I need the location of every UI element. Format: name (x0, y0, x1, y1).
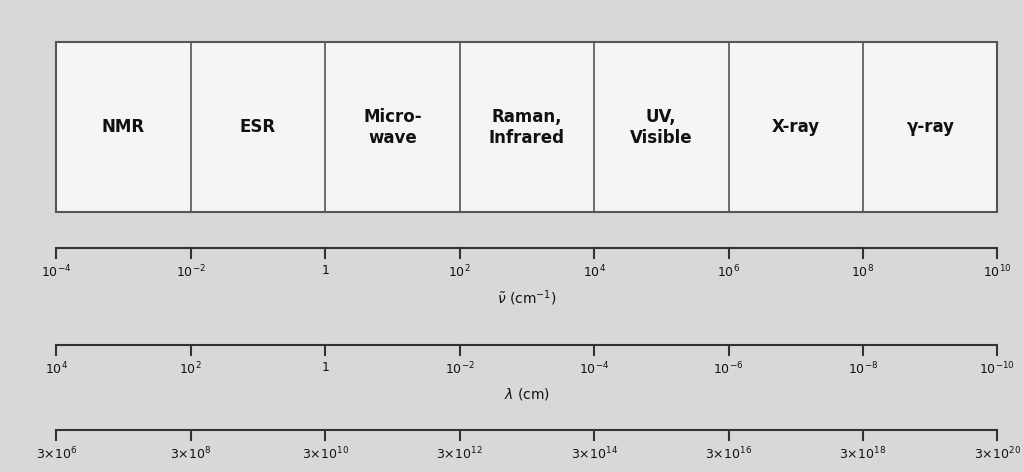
Text: NMR: NMR (102, 118, 145, 136)
Text: X-ray: X-ray (771, 118, 819, 136)
Text: $3{\times}10^{18}$: $3{\times}10^{18}$ (840, 446, 887, 462)
Text: Raman,
Infrared: Raman, Infrared (489, 108, 565, 147)
Text: $10^{8}$: $10^{8}$ (851, 264, 875, 280)
Text: $\tilde{\nu}$ (cm$^{-1}$): $\tilde{\nu}$ (cm$^{-1}$) (497, 289, 557, 309)
Text: $3{\times}10^{6}$: $3{\times}10^{6}$ (36, 446, 77, 462)
Text: $10^{-10}$: $10^{-10}$ (979, 361, 1016, 377)
Text: $\lambda$ (cm): $\lambda$ (cm) (504, 386, 549, 402)
Text: ESR: ESR (239, 118, 276, 136)
Bar (56, 42, 997, 212)
Text: $10^{-4}$: $10^{-4}$ (579, 361, 610, 377)
Text: $\nu$ (Hz): $\nu$ (Hz) (506, 471, 547, 472)
Text: UV,
Visible: UV, Visible (630, 108, 693, 147)
Text: $10^{-6}$: $10^{-6}$ (713, 361, 744, 377)
Text: $3{\times}10^{12}$: $3{\times}10^{12}$ (436, 446, 483, 462)
Text: $3{\times}10^{10}$: $3{\times}10^{10}$ (302, 446, 349, 462)
Text: $1$: $1$ (321, 264, 329, 277)
Text: $10^{6}$: $10^{6}$ (717, 264, 740, 280)
Text: γ-ray: γ-ray (906, 118, 954, 136)
Text: $10^{-2}$: $10^{-2}$ (176, 264, 206, 280)
Text: $10^{-2}$: $10^{-2}$ (445, 361, 475, 377)
Text: $1$: $1$ (321, 361, 329, 374)
Text: $3{\times}10^{20}$: $3{\times}10^{20}$ (974, 446, 1021, 462)
Text: $3{\times}10^{16}$: $3{\times}10^{16}$ (705, 446, 752, 462)
Text: $10^{2}$: $10^{2}$ (179, 361, 202, 377)
Text: $10^{-8}$: $10^{-8}$ (848, 361, 878, 377)
Text: $10^{10}$: $10^{10}$ (983, 264, 1012, 280)
Text: $10^{2}$: $10^{2}$ (448, 264, 471, 280)
Text: $10^{4}$: $10^{4}$ (582, 264, 606, 280)
Text: $3{\times}10^{14}$: $3{\times}10^{14}$ (571, 446, 618, 462)
Text: $10^{4}$: $10^{4}$ (45, 361, 68, 377)
Text: $3{\times}10^{8}$: $3{\times}10^{8}$ (170, 446, 212, 462)
Text: $10^{-4}$: $10^{-4}$ (41, 264, 72, 280)
Text: Micro-
wave: Micro- wave (363, 108, 421, 147)
